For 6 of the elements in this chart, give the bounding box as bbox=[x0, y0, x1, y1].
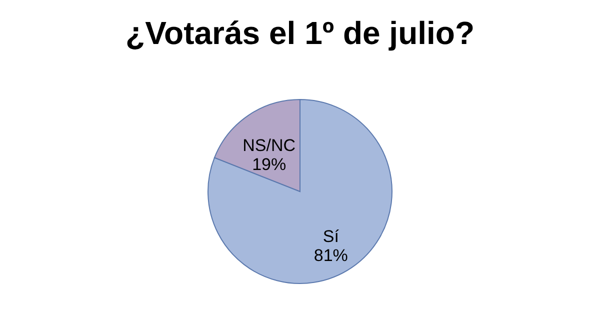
slice-label: NS/NC bbox=[242, 136, 296, 156]
pie-slice bbox=[208, 99, 392, 284]
data-label: 81% bbox=[314, 246, 348, 265]
chart-title: ¿Votarás el 1º de julio? bbox=[126, 15, 474, 51]
slice-label: Sí bbox=[322, 226, 340, 246]
data-label: 19% bbox=[252, 155, 286, 174]
